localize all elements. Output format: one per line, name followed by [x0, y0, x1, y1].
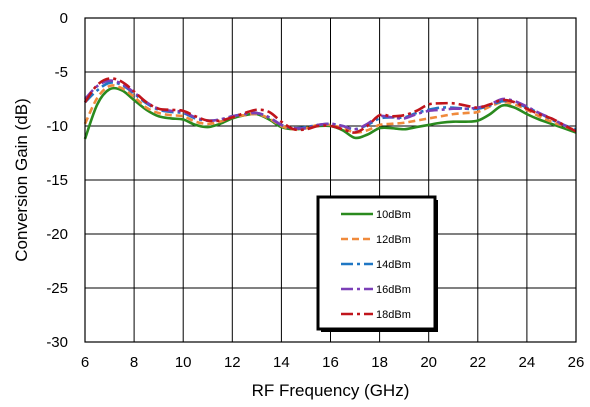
legend-label: 14dBm: [376, 259, 411, 271]
legend: 10dBm 12dBm 14dBm 16dBm 18dBm: [316, 195, 438, 332]
y-tick-label: 0: [60, 10, 68, 27]
y-tick-label: -15: [46, 172, 68, 189]
y-tick-label: -5: [55, 64, 68, 81]
x-tick-label: 6: [81, 354, 89, 371]
series-lines: [83, 77, 577, 140]
legend-label: 16dBm: [376, 284, 411, 296]
x-axis-title: RF Frequency (GHz): [252, 381, 410, 400]
y-tick-label: -10: [46, 118, 68, 135]
x-tick-label: 8: [130, 354, 138, 371]
series-line-12dBm: [83, 84, 577, 134]
x-tick-label: 22: [469, 354, 486, 371]
x-tick-label: 14: [273, 354, 290, 371]
x-tick-label: 26: [568, 354, 585, 371]
plot-area-border: [84, 17, 577, 343]
x-tick-label: 10: [175, 354, 192, 371]
y-tick-labels: 0 -5 -10 -15 -20 -25 -30: [46, 10, 68, 351]
legend-label: 10dBm: [376, 209, 411, 221]
series-line-18dBm: [83, 77, 577, 134]
legend-label: 18dBm: [376, 309, 411, 321]
x-tick-label: 20: [420, 354, 437, 371]
y-tick-label: -20: [46, 226, 68, 243]
y-tick-label: -30: [46, 334, 68, 351]
legend-label: 12dBm: [376, 234, 411, 246]
y-axis-title: Conversion Gain (dB): [12, 98, 31, 261]
legend-box: [316, 195, 437, 331]
series-line-10dBm: [83, 86, 577, 140]
x-tick-labels: 6 8 10 12 14 16 18 20 22 24 26: [81, 354, 585, 371]
x-tick-label: 18: [371, 354, 388, 371]
y-tick-label: -25: [46, 280, 68, 297]
x-tick-label: 24: [519, 354, 536, 371]
x-tick-label: 12: [224, 354, 241, 371]
x-tick-label: 16: [322, 354, 339, 371]
